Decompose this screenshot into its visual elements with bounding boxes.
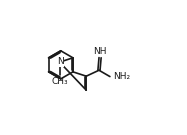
Text: NH₂: NH₂	[113, 72, 130, 81]
Text: NH: NH	[93, 47, 107, 56]
Text: CH₃: CH₃	[51, 77, 68, 87]
Text: N: N	[57, 57, 64, 66]
